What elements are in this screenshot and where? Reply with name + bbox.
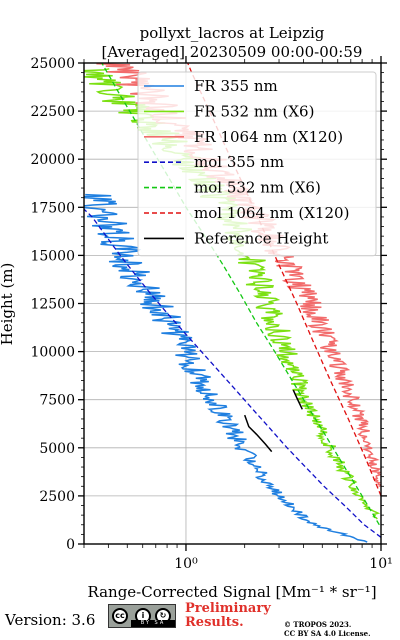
series-line-3: [84, 208, 381, 538]
series-line-6-seg-1: [292, 389, 303, 410]
y-tick-label: 15000: [30, 248, 75, 264]
legend-box: [137, 71, 377, 257]
series-line-6-seg-0: [243, 414, 273, 453]
ticks: 0 2500 5000 7500 10000 12500 15000 17500 20000 22…: [30, 56, 393, 572]
x-axis-label: Range-Corrected Signal [Mm⁻¹ * sr⁻¹]: [87, 583, 376, 601]
y-tick-label: 25000: [30, 56, 75, 72]
preliminary-line2: Results.: [185, 615, 244, 630]
y-tick-label: 22500: [30, 104, 75, 120]
legend: FR 355 nm FR 532 nm (X6) FR 1064 nm (X120)…: [137, 71, 377, 257]
legend-label-0: FR 355 nm: [194, 77, 278, 95]
legend-label-1: FR 532 nm (X6): [194, 102, 314, 120]
version-label: Version: 3.6: [5, 611, 96, 629]
copyright-note: © TROPOS 2023. CC BY SA 4.0 License.: [284, 620, 371, 638]
legend-label-2: FR 1064 nm (X120): [194, 128, 343, 146]
x-tick-label: 10¹: [369, 556, 392, 572]
y-tick-label: 20000: [30, 152, 75, 168]
y-tick-label: 0: [66, 537, 75, 553]
chart-title-line1: pollyxt_lacros at Leipzig: [140, 24, 325, 42]
y-tick-label: 7500: [39, 393, 75, 409]
preliminary-note: Preliminary Results.: [185, 602, 271, 630]
y-tick-label: 12500: [30, 297, 75, 313]
y-tick-label: 17500: [30, 200, 75, 216]
copyright-line2: CC BY SA 4.0 License.: [284, 629, 371, 638]
preliminary-line1: Preliminary: [185, 601, 271, 616]
y-tick-label: 5000: [39, 441, 75, 457]
x-tick-label: 10⁰: [174, 556, 198, 572]
legend-label-4: mol 532 nm (X6): [194, 179, 321, 197]
y-tick-label: 10000: [30, 345, 75, 361]
legend-label-6: Reference Height: [194, 229, 328, 247]
cc-strip: BY SA: [131, 620, 175, 627]
cc-license-badge: cc i ↻ BY SA: [108, 604, 176, 628]
legend-label-5: mol 1064 nm (X120): [194, 204, 349, 222]
y-tick-label: 2500: [39, 489, 75, 505]
legend-label-3: mol 355 nm: [194, 153, 284, 171]
cc-icon: cc: [112, 608, 128, 624]
series-line-5: [187, 63, 381, 497]
chart-title-line2: [Averaged] 20230509 00:00-00:59: [102, 43, 363, 61]
y-axis-label: Height (m): [0, 263, 16, 346]
series-line-0: [84, 193, 368, 543]
copyright-line1: © TROPOS 2023.: [284, 620, 352, 629]
